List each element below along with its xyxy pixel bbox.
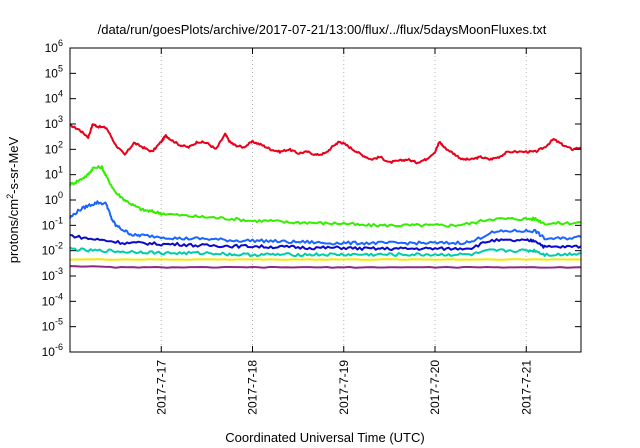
y-tick-exp: 0 xyxy=(58,190,63,200)
x-tick-label: 2017-7-17 xyxy=(154,360,168,415)
series-line-5 xyxy=(69,258,582,261)
y-tick-base: 10 xyxy=(42,320,56,334)
y-tick-exp: -4 xyxy=(55,291,63,301)
x-tick-label: 2017-7-19 xyxy=(337,360,351,415)
y-tick-exp: -6 xyxy=(55,342,63,352)
y-tick-base: 10 xyxy=(42,218,56,232)
y-tick-exp: -5 xyxy=(55,317,63,327)
y-tick-base: 10 xyxy=(45,168,59,182)
chart-title: /data/run/goesPlots/archive/2017-07-21/1… xyxy=(98,22,547,37)
y-tick-exp: 1 xyxy=(58,165,63,175)
series-line-6 xyxy=(69,265,582,269)
y-tick-exp: 2 xyxy=(58,139,63,149)
series-line-1 xyxy=(69,165,582,228)
y-tick-label: 103 xyxy=(45,114,63,131)
y-tick-label: 10-3 xyxy=(42,266,63,283)
x-axis-ticks: 2017-7-17 2017-7-18 2017-7-19 2017-7-20 2017… xyxy=(154,48,533,415)
series-line-0 xyxy=(69,123,582,165)
y-axis-ticks: 10-610-510-410-310-210-11001011021031041… xyxy=(42,38,581,359)
y-tick-label: 10-4 xyxy=(42,291,63,308)
y-tick-exp: -1 xyxy=(55,215,63,225)
y-tick-base: 10 xyxy=(42,244,56,258)
y-tick-exp: 5 xyxy=(58,63,63,73)
y-tick-exp: 3 xyxy=(58,114,63,124)
y-tick-label: 102 xyxy=(45,139,63,156)
x-tick-label: 2017-7-21 xyxy=(519,360,533,415)
y-tick-base: 10 xyxy=(45,193,59,207)
y-tick-base: 10 xyxy=(45,117,59,131)
series-line-3 xyxy=(69,234,582,251)
y-tick-exp: -2 xyxy=(55,241,63,251)
y-tick-label: 10-2 xyxy=(42,241,63,258)
y-axis-label: protons/cm2-s-sr-MeV xyxy=(5,136,21,263)
y-tick-base: 10 xyxy=(45,66,59,80)
y-tick-base: 10 xyxy=(42,345,56,359)
y-tick-label: 100 xyxy=(45,190,63,207)
y-tick-base: 10 xyxy=(45,41,59,55)
y-tick-label: 105 xyxy=(45,63,63,80)
y-tick-base: 10 xyxy=(42,294,56,308)
series-layer xyxy=(69,123,582,269)
y-axis-label-rest: -s-sr-MeV xyxy=(6,136,21,193)
y-tick-label: 101 xyxy=(45,165,63,182)
grid-lines xyxy=(160,48,527,352)
x-axis-label: Coordinated Universal Time (UTC) xyxy=(225,430,424,445)
y-tick-exp: 4 xyxy=(58,89,63,99)
y-tick-base: 10 xyxy=(45,142,59,156)
y-tick-label: 104 xyxy=(45,89,63,106)
series-line-4 xyxy=(69,246,582,258)
y-axis-label-sup: 2 xyxy=(5,194,15,199)
x-tick-label: 2017-7-20 xyxy=(428,360,442,415)
y-tick-label: 10-5 xyxy=(42,317,63,334)
y-tick-base: 10 xyxy=(42,269,56,283)
y-tick-label: 106 xyxy=(45,38,63,55)
series-line-2 xyxy=(69,200,582,246)
y-axis-label-base: protons/cm xyxy=(6,199,21,263)
y-tick-exp: 6 xyxy=(58,38,63,48)
x-tick-label: 2017-7-18 xyxy=(246,360,260,415)
y-tick-label: 10-6 xyxy=(42,342,63,359)
y-tick-base: 10 xyxy=(45,92,59,106)
y-tick-label: 10-1 xyxy=(42,215,63,232)
y-tick-exp: -3 xyxy=(55,266,63,276)
